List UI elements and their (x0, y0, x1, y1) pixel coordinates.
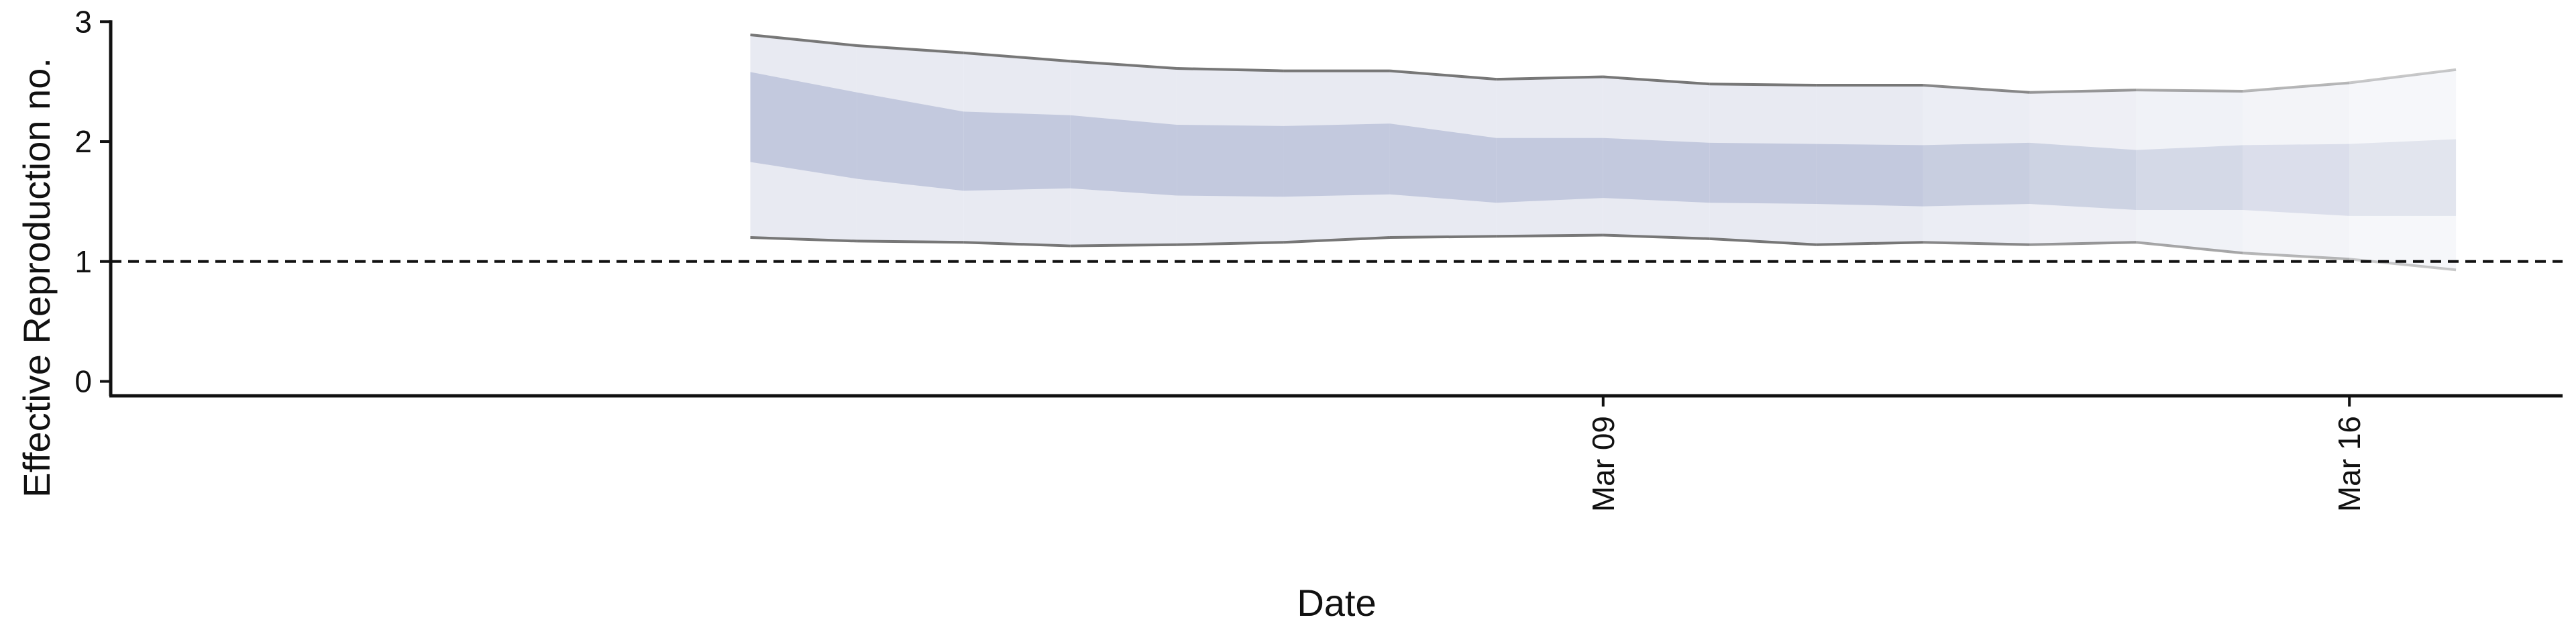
outer-band-upper-edge (750, 33, 857, 48)
outer-band-lower-edge (1816, 241, 1923, 246)
outer-band-lower-edge (857, 239, 964, 244)
inner-band-segment (1603, 138, 1710, 203)
inner-band-segment (857, 92, 964, 191)
inner-band-segment (1709, 142, 1817, 204)
outer-band-upper-edge (1603, 75, 1710, 86)
outer-band-lower-edge (1177, 241, 1284, 246)
outer-band-upper-edge (1496, 75, 1603, 81)
outer-band-lower-edge (1603, 233, 1710, 240)
outer-band-upper-edge (1070, 60, 1177, 70)
outer-band-lower-edge (2029, 241, 2137, 246)
inner-band-segment (750, 72, 857, 179)
inner-band-segment (1177, 125, 1284, 197)
inner-band-segment (2349, 139, 2457, 216)
outer-band-upper-edge (1923, 84, 2030, 94)
inner-band-segment (1496, 138, 1603, 203)
x-axis-title: Date (1297, 582, 1376, 624)
inner-band-segment (1816, 144, 1923, 207)
outer-band-upper-edge (2136, 89, 2243, 93)
inner-band-segment (1923, 142, 2030, 207)
inner-band-segment (963, 111, 1071, 191)
outer-band-upper-edge (1177, 67, 1284, 72)
outer-band-lower-edge (1389, 235, 1497, 239)
outer-band-lower-edge (1070, 243, 1177, 248)
outer-band-segment (2243, 83, 2350, 260)
outer-band-lower-edge (2243, 252, 2350, 261)
inner-band-segment (2243, 144, 2350, 216)
y-tick-label: 3 (74, 4, 92, 39)
outer-band-segment (2349, 69, 2457, 270)
x-tick-label: Mar 16 (2332, 416, 2367, 512)
x-tick-label: Mar 09 (1586, 416, 1621, 512)
credible-interval-bands (750, 34, 2457, 270)
outer-band-lower-edge (963, 241, 1071, 248)
inner-band-segment (1070, 115, 1177, 196)
outer-band-upper-edge (857, 44, 964, 54)
outer-band-upper-edge (963, 51, 1071, 63)
inner-band-segment (1389, 123, 1497, 203)
outer-band-lower-edge (1709, 237, 1817, 246)
outer-band-lower-edge (750, 236, 857, 243)
outer-band-upper-edge (2349, 68, 2457, 85)
outer-band-lower-edge (1283, 236, 1391, 244)
outer-band-upper-edge (2243, 81, 2350, 93)
outer-band-lower-edge (2136, 241, 2243, 255)
y-axis-ticks: 0 1 2 3 (74, 4, 111, 399)
y-tick-label: 0 (74, 364, 92, 399)
outer-band-lower-edge (1496, 233, 1603, 238)
x-axis-ticks: Mar 09 Mar 16 (1586, 396, 2367, 512)
outer-band-lower-edge (1923, 241, 2030, 246)
y-tick-label: 1 (74, 244, 92, 279)
outer-band-upper-edge (1389, 69, 1497, 81)
y-tick-label: 2 (74, 124, 92, 159)
outer-band-upper-edge (2029, 89, 2137, 94)
y-axis-title: Effective Reproduction no. (15, 58, 58, 498)
outer-band-edge-lines (750, 33, 2457, 272)
outer-band-upper-edge (1709, 83, 1817, 87)
inner-band-segment (1283, 123, 1390, 197)
inner-band-segment (2136, 145, 2243, 210)
inner-band-segment (2029, 142, 2137, 210)
